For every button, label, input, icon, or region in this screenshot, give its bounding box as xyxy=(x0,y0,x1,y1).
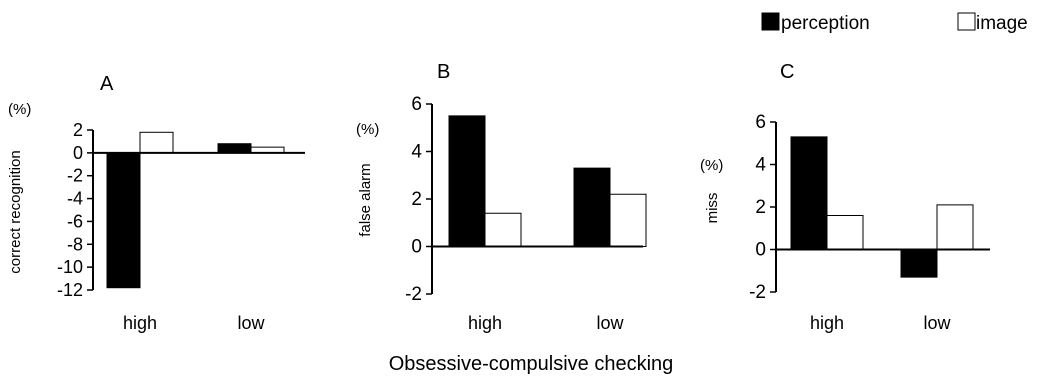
legend-swatch-image xyxy=(957,12,976,31)
y-tick-label-a: 0 xyxy=(73,143,83,163)
legend-label-image: image xyxy=(976,13,1028,34)
y-tick-label-b: 0 xyxy=(411,237,422,258)
bar-b-perception-low xyxy=(573,167,611,247)
legend: perception image xyxy=(761,12,1028,34)
y-tick-label-b: -2 xyxy=(405,284,422,305)
legend-swatch-perception xyxy=(761,12,780,31)
y-tick-label-a: -4 xyxy=(67,189,83,209)
bar-a-perception-high xyxy=(106,152,141,289)
y-tick-label-b: 2 xyxy=(411,189,422,210)
y-axis-title-c: miss xyxy=(704,193,721,224)
bar-b-perception-high xyxy=(448,115,486,247)
y-tick-label-a: -12 xyxy=(57,280,83,300)
y-tick-label-a: -10 xyxy=(57,257,83,277)
y-tick-label-c: 0 xyxy=(755,240,766,261)
panel-label-b: B xyxy=(437,61,450,83)
legend-label-perception: perception xyxy=(781,13,870,34)
panel-b: B (%) false alarm 6 4 2 0 -2 high low xyxy=(356,61,647,333)
bar-a-perception-low xyxy=(217,143,252,154)
bar-c-perception-high xyxy=(790,136,828,250)
y-unit-label-c: (%) xyxy=(700,157,723,174)
y-tick-label-c: 4 xyxy=(755,155,766,176)
x-category-label-b-low: low xyxy=(596,313,624,333)
y-tick-label-c: -2 xyxy=(749,282,766,303)
y-tick-label-b: 6 xyxy=(411,94,422,115)
x-category-label-b-high: high xyxy=(468,313,502,333)
panel-a: A (%) correct recognition 2 0 -2 -4-6 -8 -10 -12 h… xyxy=(7,73,305,333)
y-unit-label-a: (%) xyxy=(8,101,31,118)
bar-b-image-high xyxy=(484,212,522,247)
y-tick-label-a: 2 xyxy=(73,120,83,140)
y-tick-label-a: -2 xyxy=(67,166,83,186)
y-tick-label-a: -8 xyxy=(67,234,83,254)
y-unit-label-b: (%) xyxy=(356,121,379,138)
y-axis-title-b: false alarm xyxy=(357,163,374,236)
bar-a-image-high xyxy=(139,131,174,154)
x-category-label-a-high: high xyxy=(123,313,157,333)
x-category-label-a-low: low xyxy=(237,313,265,333)
panel-label-c: C xyxy=(780,61,794,83)
bar-c-perception-low xyxy=(900,249,938,278)
panel-label-a: A xyxy=(100,73,114,95)
y-tick-label-b: 4 xyxy=(411,142,422,163)
y-tick-label-c: 2 xyxy=(755,197,766,218)
panel-c: C (%) miss 6 4 2 0 -2 high low xyxy=(700,61,990,333)
x-category-label-c-low: low xyxy=(923,313,951,333)
bar-c-image-low xyxy=(936,204,974,250)
y-axis-title-a: correct recognition xyxy=(7,150,24,273)
x-category-label-c-high: high xyxy=(810,313,844,333)
bar-c-image-high xyxy=(826,215,864,250)
shared-x-axis-title: Obsessive-compulsive checking xyxy=(389,353,674,375)
y-tick-label-a: -6 xyxy=(67,211,83,231)
bar-b-image-low xyxy=(609,193,647,247)
y-tick-label-c: 6 xyxy=(755,112,766,133)
